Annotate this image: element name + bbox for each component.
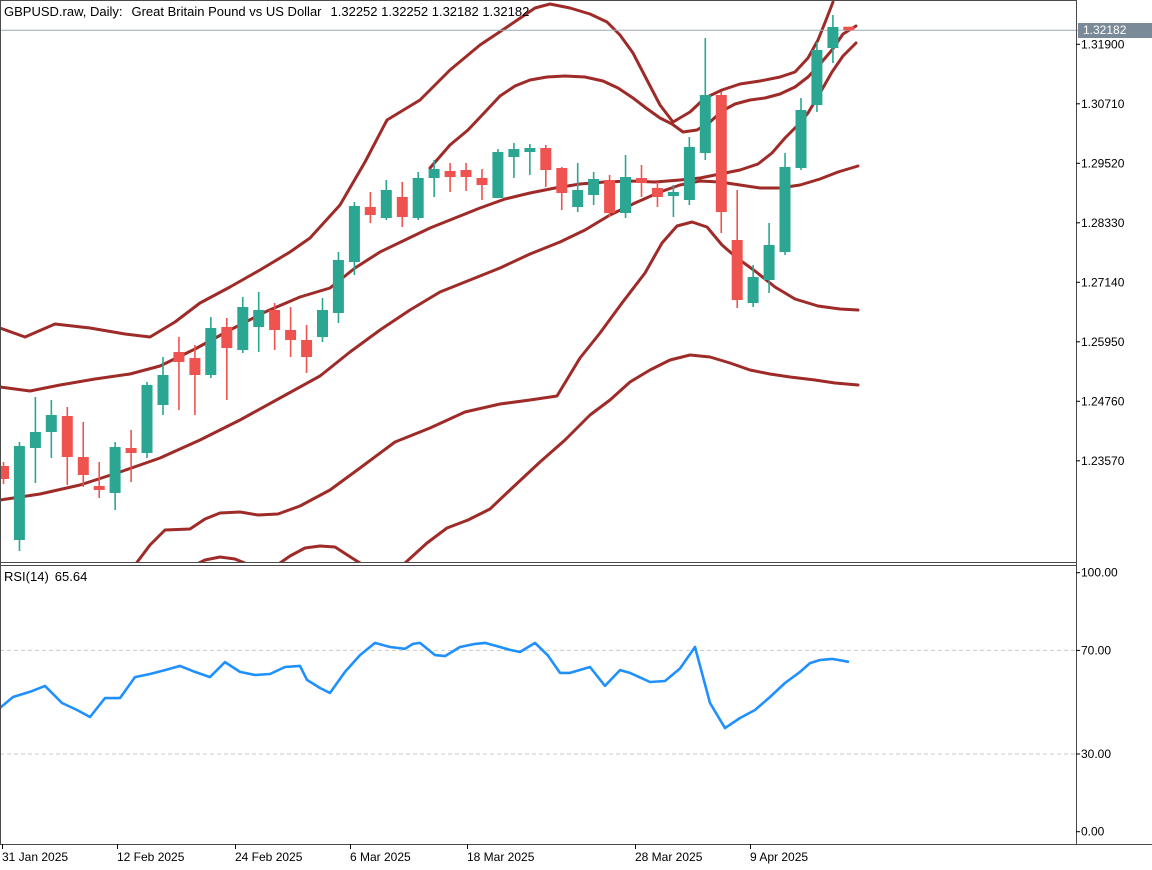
price-axis-label[interactable]: 1.29520 (1081, 156, 1125, 170)
candle-body-bear (0, 466, 9, 479)
price-axis-label[interactable]: 1.25950 (1081, 335, 1125, 349)
band-line-upper_inner (428, 24, 858, 170)
candle-body-bull (524, 148, 536, 152)
candle-body-bull (747, 277, 759, 303)
candle-body-bull (795, 110, 807, 168)
band-line-lower_1 (0, 164, 860, 502)
candle-body-bear (636, 178, 647, 183)
candle-body-bear (221, 327, 233, 348)
price-axis-label[interactable]: 1.28330 (1081, 216, 1125, 230)
candle-body-bull (253, 310, 265, 327)
candle-body-bear (93, 486, 105, 490)
rsi-axis-label[interactable]: 0.00 (1081, 825, 1105, 839)
candle-body-bull (109, 447, 121, 493)
candle-body-bear (173, 352, 185, 362)
current-price-label: 1.32182 (1078, 23, 1152, 38)
candle-body-bull (428, 169, 440, 178)
candle-body-bull (620, 177, 631, 213)
date-label[interactable]: 31 Jan 2025 (2, 850, 68, 864)
rsi-axis-label[interactable]: 100.00 (1081, 566, 1118, 580)
candle-body-bull (380, 190, 392, 218)
candle-body-bear (364, 207, 376, 215)
candle-body-bull (348, 206, 360, 262)
candle-body-bear (540, 148, 552, 170)
price-axis-label[interactable]: 1.31900 (1081, 37, 1125, 51)
candle-body-bull (827, 27, 839, 48)
candle-body-bear (301, 340, 313, 357)
candle-body-bull (412, 178, 424, 218)
candle-body-bull (779, 167, 791, 252)
candle-body-bear (77, 457, 89, 475)
rsi-axis-label[interactable]: 30.00 (1081, 747, 1111, 761)
date-label[interactable]: 18 Mar 2025 (467, 850, 535, 864)
candle-body-bull (237, 307, 249, 350)
symbol-period-label: GBPUSD.raw, Daily: (4, 4, 123, 19)
price-axis-label[interactable]: 1.23570 (1081, 454, 1125, 468)
candle-body-bear (476, 178, 488, 185)
candle-body-bull (29, 432, 41, 448)
candle-body-bull (667, 192, 679, 196)
candle-body-bear (556, 168, 568, 193)
rsi-plot-area[interactable] (0, 565, 1076, 844)
candle-body-bull (763, 245, 775, 280)
candle-body-bull (572, 190, 584, 207)
candle-body-bear (61, 416, 73, 457)
rsi-value-label: 65.64 (54, 569, 88, 584)
candle-body-bear (731, 240, 743, 300)
candle-body-bear (396, 197, 408, 217)
price-axis-label[interactable]: 1.27140 (1081, 275, 1125, 289)
candle-body-bull (508, 149, 520, 157)
candle-body-bear (651, 188, 663, 197)
candle-body-bull (141, 385, 153, 453)
candle-body-bull (811, 50, 823, 105)
candle-body-bear (189, 358, 201, 375)
candle-body-bull (588, 179, 600, 195)
candle-body-bear (604, 180, 616, 213)
candle-body-bull (332, 260, 344, 313)
candle-body-bear (444, 171, 456, 177)
candle-body-bear (285, 330, 297, 340)
band-line-upper_outer (0, 0, 835, 339)
date-label[interactable]: 9 Apr 2025 (750, 850, 808, 864)
date-label[interactable]: 12 Feb 2025 (117, 850, 185, 864)
candle-body-bear (460, 170, 472, 177)
candle-body-bull (45, 415, 57, 432)
date-label[interactable]: 6 Mar 2025 (350, 850, 411, 864)
candle-body-bull (157, 375, 169, 405)
candle-body-bear (269, 310, 281, 330)
candle-body-bear (843, 26, 855, 31)
candle-body-bull (699, 95, 711, 153)
rsi-name-label: RSI(14) (4, 569, 49, 584)
price-axis-label[interactable]: 1.30710 (1081, 97, 1125, 111)
candle-body-bull (205, 328, 217, 375)
candle-body-bull (317, 310, 328, 337)
ohlc-values: 1.32252 1.32252 1.32182 1.32182 (330, 4, 530, 19)
candle-body-bull (492, 152, 504, 198)
price-axis-label[interactable]: 1.24760 (1081, 394, 1125, 408)
price-plot-area[interactable] (0, 0, 1076, 562)
band-line-lower_2 (135, 220, 860, 562)
rsi-axis-label[interactable]: 70.00 (1081, 643, 1111, 657)
date-label[interactable]: 28 Mar 2025 (635, 850, 703, 864)
date-label[interactable]: 24 Feb 2025 (235, 850, 303, 864)
candle-body-bear (125, 448, 137, 453)
candle-body-bull (683, 147, 695, 200)
rsi-line (0, 641, 850, 730)
band-line-lower_3 (197, 353, 860, 562)
rsi-indicator-label: RSI(14) 65.64 (4, 569, 93, 584)
candle-body-bull (13, 446, 25, 540)
symbol-description-label: Great Britain Pound vs US Dollar (131, 4, 322, 19)
candle-body-bear (715, 95, 727, 212)
chart-title: GBPUSD.raw, Daily: Great Britain Pound vs… (4, 4, 538, 19)
